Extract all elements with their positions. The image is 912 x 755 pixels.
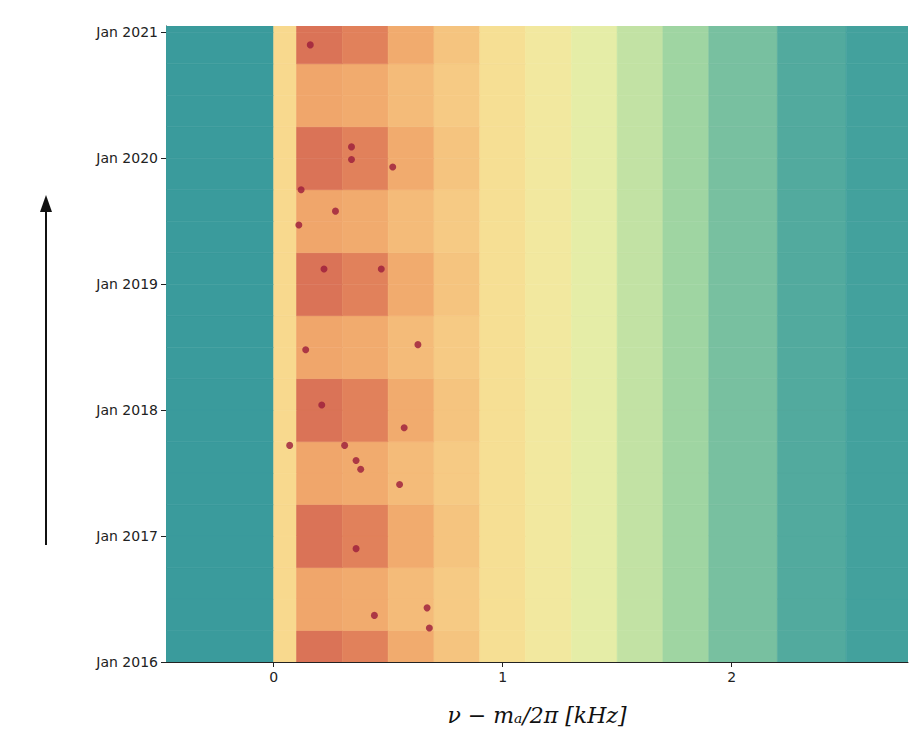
svg-text:2: 2 [727,669,736,685]
svg-text:Jan 2018: Jan 2018 [95,402,158,418]
svg-text:1: 1 [498,669,507,685]
svg-text:Jan 2016: Jan 2016 [95,654,158,670]
svg-text:Jan 2019: Jan 2019 [95,276,158,292]
svg-text:Jan 2021: Jan 2021 [95,24,158,40]
svg-text:Jan 2017: Jan 2017 [95,528,158,544]
svg-text:ν − mₐ/2π [kHz]: ν − mₐ/2π [kHz] [447,703,626,728]
svg-text:0: 0 [269,669,278,685]
svg-text:Jan 2020: Jan 2020 [95,150,158,166]
